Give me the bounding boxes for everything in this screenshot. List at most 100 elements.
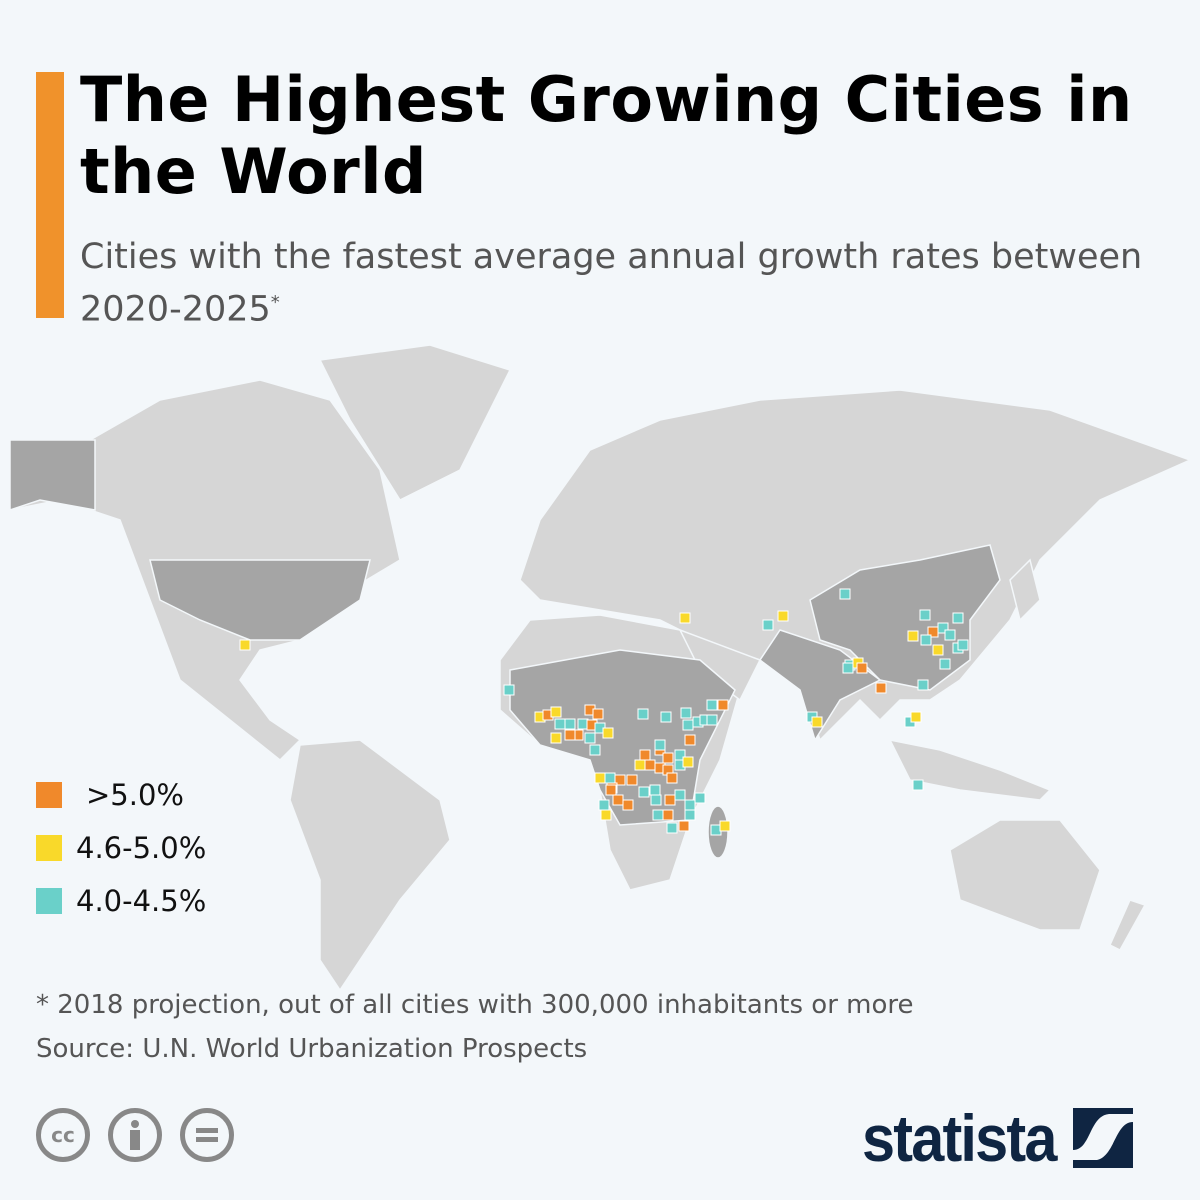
city-marker-4-to-4-5 [666, 822, 678, 834]
city-marker-over-5 [644, 759, 656, 771]
legend-item: 4.6-5.0% [36, 821, 206, 874]
south-america [289, 739, 451, 992]
city-marker-4-to-4-5 [503, 684, 515, 696]
city-marker-4-to-4-5 [682, 719, 694, 731]
city-marker-over-5 [626, 774, 638, 786]
footnote: * 2018 projection, out of all cities wit… [36, 990, 914, 1020]
city-marker-4-to-4-5 [604, 772, 616, 784]
attribution-icon[interactable] [108, 1108, 162, 1162]
city-marker-4-6-to-5 [907, 630, 919, 642]
legend-swatch-teal [36, 887, 62, 914]
city-marker-4-to-4-5 [937, 622, 949, 634]
south-asia [758, 629, 882, 742]
city-marker-4-6-to-5 [594, 772, 606, 784]
city-marker-4-to-4-5 [684, 809, 696, 821]
city-marker-4-6-to-5 [682, 756, 694, 768]
city-marker-4-to-4-5 [706, 699, 718, 711]
city-marker-4-to-4-5 [957, 639, 969, 651]
city-marker-4-to-4-5 [649, 784, 661, 796]
australia [949, 819, 1101, 931]
cc-icon[interactable]: cc [36, 1108, 90, 1162]
statista-logo[interactable]: statista [862, 1100, 1134, 1176]
city-marker-4-to-4-5 [917, 679, 929, 691]
legend-item: >5.0% [36, 768, 206, 821]
city-marker-over-5 [664, 794, 676, 806]
city-marker-over-5 [875, 682, 887, 694]
city-marker-over-5 [856, 662, 868, 674]
logo-text: statista [862, 1101, 1057, 1175]
city-marker-4-to-4-5 [638, 786, 650, 798]
city-marker-4-6-to-5 [777, 610, 789, 622]
city-marker-4-6-to-5 [550, 706, 562, 718]
page-subtitle: Cities with the fastest average annual g… [80, 234, 1160, 333]
japan [1009, 558, 1041, 622]
city-marker-4-6-to-5 [602, 727, 614, 739]
city-marker-4-to-4-5 [584, 732, 596, 744]
city-marker-over-5 [592, 708, 604, 720]
no-derivatives-icon[interactable] [180, 1108, 234, 1162]
page-title: The Highest Growing Cities in the World [80, 63, 1133, 208]
city-marker-4-to-4-5 [912, 779, 924, 791]
city-marker-4-to-4-5 [684, 799, 696, 811]
city-marker-4-6-to-5 [932, 644, 944, 656]
city-marker-over-5 [605, 784, 617, 796]
city-marker-over-5 [662, 809, 674, 821]
city-marker-4-to-4-5 [674, 789, 686, 801]
greenland [318, 344, 512, 501]
footnote-mark: * [270, 292, 280, 313]
legend-item: 4.0-4.5% [36, 874, 206, 927]
city-marker-4-6-to-5 [634, 759, 646, 771]
world-map [9, 344, 1193, 992]
city-marker-4-to-4-5 [839, 588, 851, 600]
city-marker-4-to-4-5 [680, 707, 692, 719]
china [809, 544, 1001, 691]
legend-swatch-orange [36, 781, 62, 808]
city-marker-over-5 [612, 794, 624, 806]
city-marker-over-5 [622, 799, 634, 811]
city-marker-4-to-4-5 [694, 792, 706, 804]
city-marker-4-to-4-5 [598, 799, 610, 811]
legend-swatch-yellow [36, 834, 62, 861]
city-marker-over-5 [684, 734, 696, 746]
subtitle-text: Cities with the fastest average annual g… [80, 237, 1143, 330]
legend: >5.0% 4.6-5.0% 4.0-4.5% [36, 768, 206, 927]
city-marker-4-to-4-5 [637, 708, 649, 720]
indonesia [888, 738, 1052, 801]
legend-label: 4.6-5.0% [76, 830, 207, 865]
city-marker-4-6-to-5 [910, 711, 922, 723]
city-marker-4-to-4-5 [944, 629, 956, 641]
city-marker-4-to-4-5 [554, 718, 566, 730]
source: Source: U.N. World Urbanization Prospect… [36, 1034, 588, 1064]
city-marker-over-5 [564, 729, 576, 741]
city-marker-4-to-4-5 [920, 634, 932, 646]
statista-mark-icon [1073, 1108, 1134, 1168]
city-marker-4-to-4-5 [706, 714, 718, 726]
city-marker-4-to-4-5 [652, 809, 664, 821]
legend-label: 4.0-4.5% [76, 883, 207, 918]
city-marker-4-to-4-5 [762, 619, 774, 631]
city-marker-over-5 [666, 772, 678, 784]
city-marker-4-6-to-5 [550, 732, 562, 744]
city-marker-4-6-to-5 [719, 820, 731, 832]
arabia [678, 628, 762, 702]
usa [149, 559, 371, 641]
new-zealand [1109, 899, 1147, 951]
city-marker-4-to-4-5 [589, 744, 601, 756]
city-marker-4-to-4-5 [952, 612, 964, 624]
city-marker-4-to-4-5 [660, 711, 672, 723]
city-marker-over-5 [678, 820, 690, 832]
city-marker-4-6-to-5 [239, 639, 251, 651]
legend-label: >5.0% [86, 777, 184, 812]
city-marker-4-6-to-5 [600, 809, 612, 821]
accent-bar [36, 72, 64, 318]
city-marker-over-5 [662, 752, 674, 764]
city-marker-over-5 [717, 699, 729, 711]
city-marker-over-5 [639, 749, 651, 761]
city-marker-4-to-4-5 [842, 662, 854, 674]
city-marker-4-to-4-5 [654, 739, 666, 751]
city-marker-4-6-to-5 [811, 716, 823, 728]
sub-saharan-africa [509, 649, 736, 826]
city-marker-4-6-to-5 [679, 612, 691, 624]
city-marker-4-to-4-5 [939, 658, 951, 670]
city-marker-4-to-4-5 [919, 609, 931, 621]
